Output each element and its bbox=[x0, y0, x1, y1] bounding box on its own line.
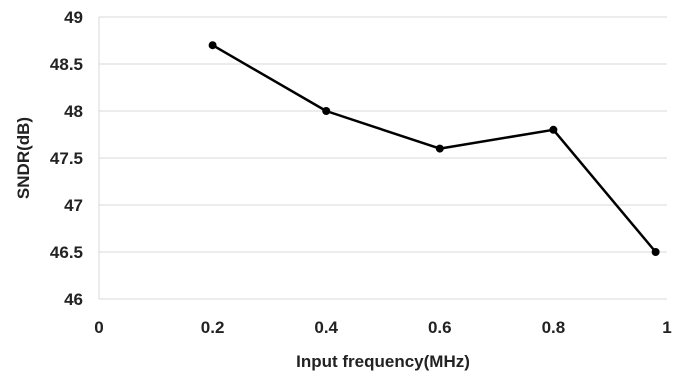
data-point bbox=[208, 41, 217, 50]
y-tick-label: 46 bbox=[64, 290, 83, 309]
x-tick-label: 1 bbox=[662, 318, 671, 337]
x-tick-label: 0.6 bbox=[428, 318, 452, 337]
data-point bbox=[435, 144, 444, 153]
y-tick-label: 47.5 bbox=[50, 149, 83, 168]
x-axis-title: Input frequency(MHz) bbox=[296, 352, 470, 371]
x-tick-label: 0 bbox=[94, 318, 103, 337]
y-tick-label: 46.5 bbox=[50, 243, 83, 262]
y-tick-label: 49 bbox=[64, 8, 83, 27]
gridlines bbox=[99, 16, 667, 300]
x-tick-label: 0.8 bbox=[542, 318, 566, 337]
y-tick-labels: 46 46.5 47 47.5 48 48.5 49 bbox=[50, 8, 83, 309]
y-tick-label: 47 bbox=[64, 196, 83, 215]
y-tick-label: 48 bbox=[64, 102, 83, 121]
x-tick-label: 0.4 bbox=[314, 318, 338, 337]
x-tick-labels: 0 0.2 0.4 0.6 0.8 1 bbox=[94, 318, 671, 337]
series-layer bbox=[208, 41, 660, 256]
x-tick-label: 0.2 bbox=[201, 318, 225, 337]
series-line bbox=[211, 44, 657, 253]
y-axis-title: SNDR(dB) bbox=[14, 117, 33, 199]
data-point bbox=[322, 107, 331, 115]
y-tick-label: 48.5 bbox=[50, 55, 83, 74]
data-point bbox=[651, 248, 660, 256]
data-point bbox=[549, 125, 558, 134]
